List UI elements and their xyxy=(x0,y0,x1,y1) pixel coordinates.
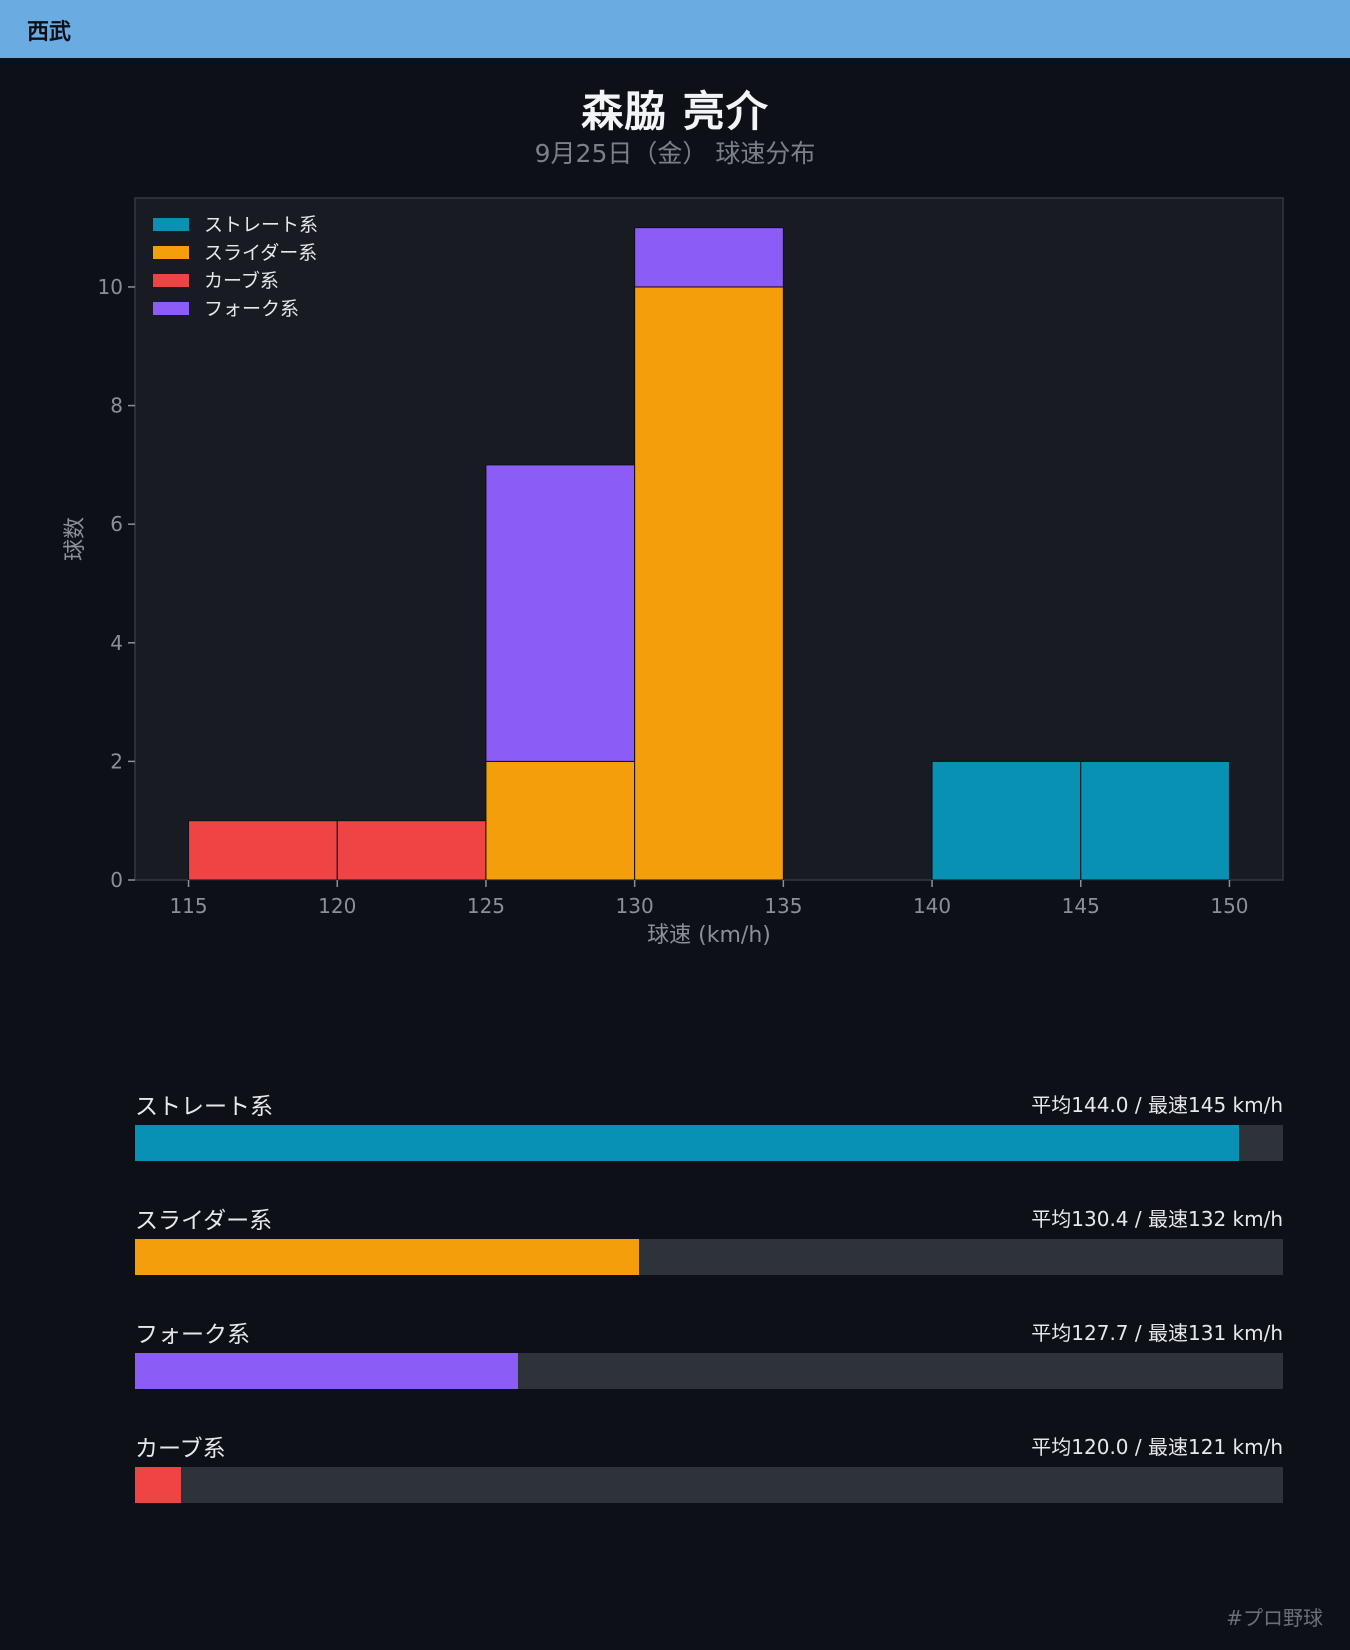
y-tick-label: 8 xyxy=(110,394,123,418)
legend-label: ストレート系 xyxy=(204,214,318,236)
x-tick-label: 120 xyxy=(318,894,356,918)
legend-swatch xyxy=(153,218,189,231)
legend-swatch xyxy=(153,274,189,287)
pitch-name: カーブ系 xyxy=(135,1436,226,1462)
pitch-name: フォーク系 xyxy=(135,1322,250,1348)
legend-label: フォーク系 xyxy=(204,298,299,320)
histogram-bar xyxy=(931,760,1082,881)
legend-swatch xyxy=(153,302,189,315)
pitch-bar-fill xyxy=(135,1353,519,1389)
histogram-bar xyxy=(634,286,784,881)
hashtag: #プロ野球 xyxy=(1226,1606,1323,1630)
pitch-row-fork: フォーク系 平均127.7 / 最速131 km/h xyxy=(135,1315,1283,1395)
pitch-row-straight: ストレート系 平均144.0 / 最速145 km/h xyxy=(135,1087,1283,1167)
pitch-bar-fill xyxy=(135,1239,639,1275)
legend-label: カーブ系 xyxy=(204,269,279,292)
pitch-bar-fill xyxy=(135,1125,1240,1161)
team-label: 西武 xyxy=(27,20,72,45)
histogram-bar xyxy=(485,760,636,881)
chart-subtitle: 9月25日（金） 球速分布 xyxy=(534,139,816,168)
pitch-bar-track xyxy=(135,1467,1283,1503)
pitch-stats: 平均120.0 / 最速121 km/h xyxy=(1031,1435,1283,1459)
histogram-bar xyxy=(1080,760,1230,881)
pitch-stats: 平均127.7 / 最速131 km/h xyxy=(1031,1321,1283,1345)
y-tick-label: 0 xyxy=(110,868,123,892)
x-axis-label: 球速 (km/h) xyxy=(647,923,771,948)
x-tick-label: 115 xyxy=(169,894,207,918)
pitch-bar-fill xyxy=(135,1467,181,1503)
histogram-bar xyxy=(485,464,636,762)
pitch-row-curve: カーブ系 平均120.0 / 最速121 km/h xyxy=(135,1429,1283,1509)
histogram-bar xyxy=(634,227,784,288)
pitcher-name: 森脇 亮介 xyxy=(581,87,769,136)
pitch-bar-track xyxy=(135,1353,1283,1389)
pitch-bar-track xyxy=(135,1239,1283,1275)
x-tick-label: 125 xyxy=(467,894,505,918)
pitch-name: スライダー系 xyxy=(135,1208,273,1234)
x-tick-label: 140 xyxy=(913,894,951,918)
y-tick-label: 6 xyxy=(110,512,123,536)
pitch-bar-track xyxy=(135,1125,1283,1161)
x-tick-label: 130 xyxy=(616,894,654,918)
pitch-stats: 平均130.4 / 最速132 km/h xyxy=(1031,1207,1283,1231)
header-bar: 西武 xyxy=(0,0,1350,58)
histogram-bar xyxy=(336,820,487,881)
legend-swatch xyxy=(153,246,189,259)
histogram-bar xyxy=(188,820,338,881)
x-tick-label: 135 xyxy=(764,894,802,918)
y-tick-label: 2 xyxy=(110,749,123,773)
x-tick-label: 150 xyxy=(1210,894,1248,918)
pitch-row-slider: スライダー系 平均130.4 / 最速132 km/h xyxy=(135,1201,1283,1281)
y-tick-label: 10 xyxy=(98,275,123,299)
pitch-name: ストレート系 xyxy=(135,1094,273,1120)
velocity-histogram: 115 120 125 130 135 140 145 150 0 2 4 6 8 10 球速 (km/h)… xyxy=(63,197,1284,948)
x-tick-label: 145 xyxy=(1062,894,1100,918)
y-axis-label: 球数 xyxy=(63,517,88,561)
pitch-stats: 平均144.0 / 最速145 km/h xyxy=(1031,1093,1283,1117)
y-tick-label: 4 xyxy=(110,631,123,655)
legend-label: スライダー系 xyxy=(204,242,317,264)
